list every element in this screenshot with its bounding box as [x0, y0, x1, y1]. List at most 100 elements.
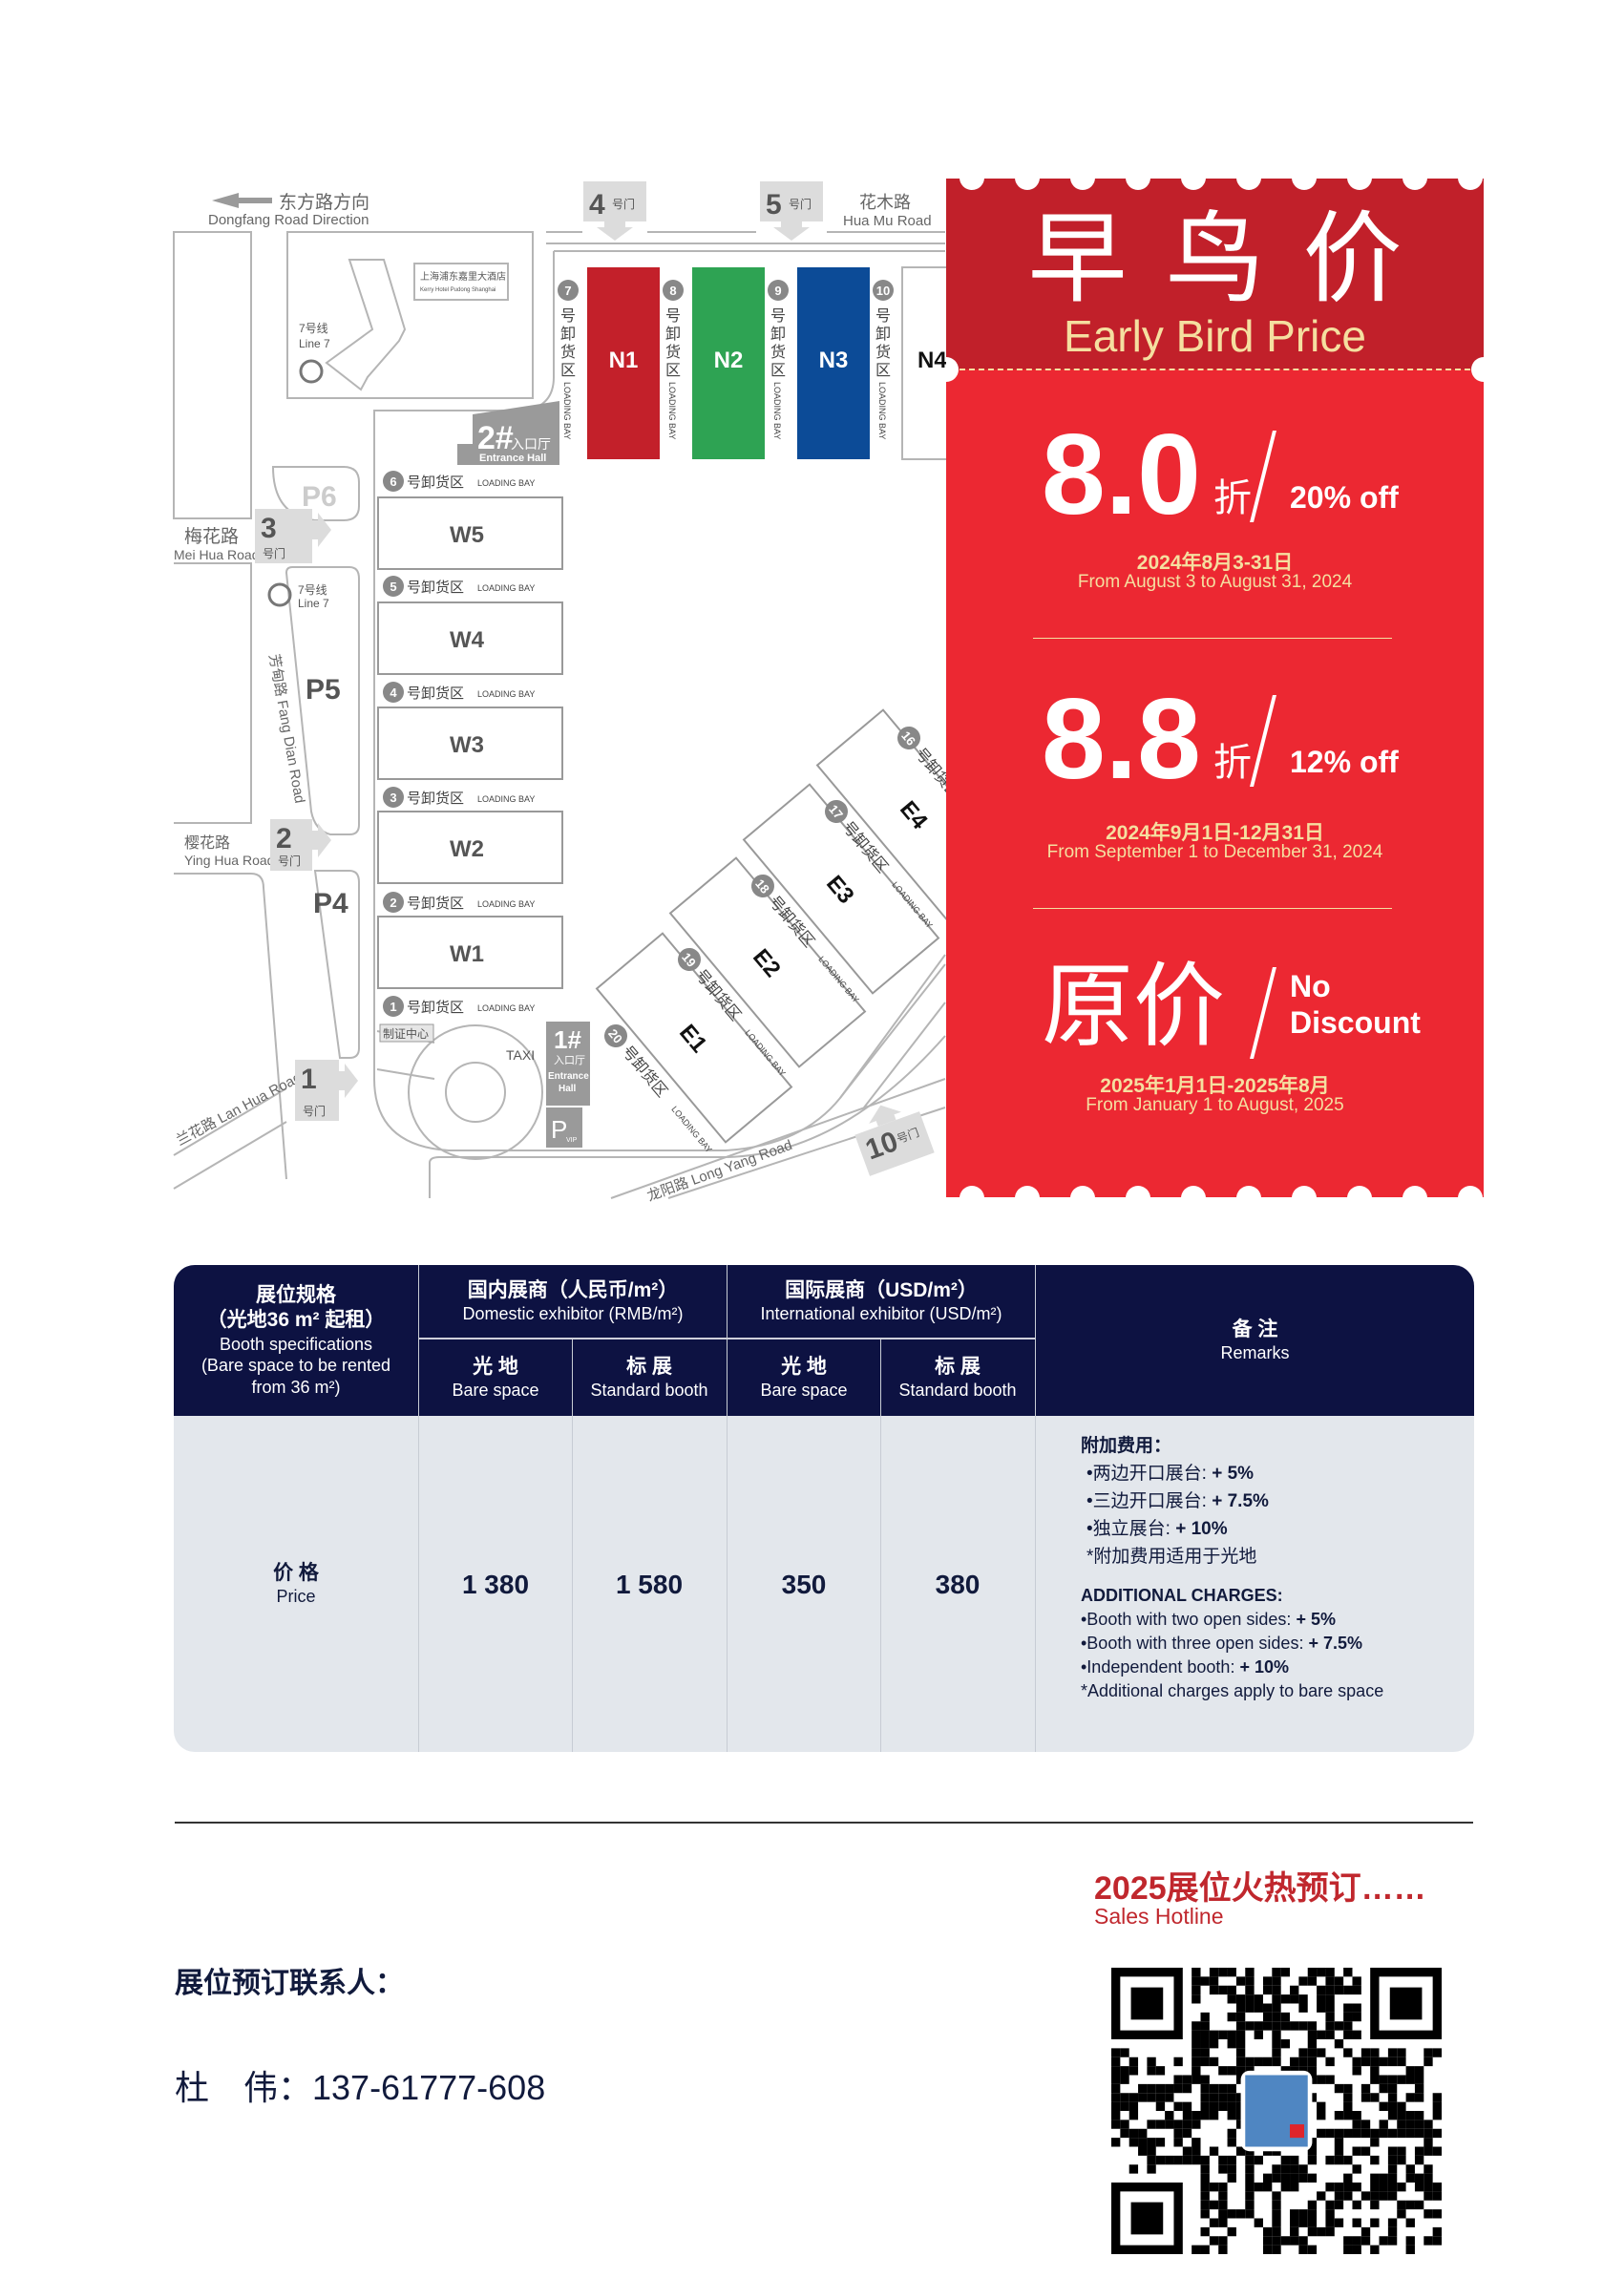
- slash-divider: [1250, 967, 1276, 1059]
- scallop-edge: [1458, 1186, 1483, 1197]
- scallop-edge: [1070, 179, 1095, 190]
- spec-en-3: from 36 m²): [251, 1377, 341, 1397]
- hall-w4: W4: [377, 601, 563, 675]
- separator: [1033, 638, 1392, 639]
- spec-zh-2: （光地36 m² 起租）: [206, 1309, 386, 1332]
- svg-text:LOADING BAY: LOADING BAY: [772, 382, 782, 439]
- loading-bay-1: 1 号卸货区 LOADING BAY: [383, 996, 535, 1017]
- perforation-line: [960, 369, 1470, 370]
- loading-bay-7: 7 号卸货区 LOADING BAY: [558, 280, 579, 439]
- arrow-icon: [312, 823, 331, 857]
- column-divider: [880, 1339, 881, 1752]
- svg-text:LOADING BAY: LOADING BAY: [477, 1003, 535, 1013]
- gate-number: 5: [766, 189, 782, 221]
- svg-text:号: 号: [665, 307, 681, 325]
- promo-title-zh: 早鸟价: [1027, 204, 1441, 315]
- svg-text:6: 6: [390, 475, 396, 489]
- subheader-en: Standard booth: [898, 1380, 1017, 1400]
- svg-text:入口厅: 入口厅: [511, 436, 551, 452]
- svg-text:号卸货区: 号卸货区: [407, 475, 464, 491]
- svg-text:10: 10: [876, 284, 890, 298]
- gate-3: 3 号门: [255, 509, 331, 563]
- zhe-label: 折: [1213, 742, 1252, 784]
- qr-code[interactable]: [1111, 1968, 1442, 2254]
- arrow-icon: [869, 1105, 901, 1127]
- ticket-notch: [946, 357, 959, 382]
- svg-text:LOADING BAY: LOADING BAY: [477, 583, 535, 593]
- metro-label-zh: 7号线: [298, 583, 327, 597]
- contact-phone[interactable]: 杜 伟：137-61777-608: [175, 2068, 546, 2107]
- svg-text:7: 7: [564, 284, 571, 298]
- road-label-huamu-zh: 花木路: [859, 193, 911, 212]
- svg-text:号: 号: [875, 307, 891, 325]
- discount-value: 8.0: [1042, 411, 1201, 538]
- road-label-lanhua: 兰花路 Lan Hua Road: [174, 1069, 305, 1150]
- scallop-edge: [960, 1186, 984, 1197]
- remark-value: + 7.5%: [1308, 1634, 1362, 1653]
- svg-text:W1: W1: [450, 941, 484, 967]
- parking-p5: P5: [306, 674, 341, 706]
- booking-headline: 2025展位火热预订……: [1094, 1870, 1426, 1907]
- parking-p6: P6: [302, 481, 337, 513]
- entrance-hall-2: 2# 入口厅 Entrance Hall: [457, 401, 559, 465]
- discount-percent: 20% off: [1290, 480, 1399, 515]
- subheader-en: Bare space: [452, 1380, 539, 1400]
- spec-zh: 展位规格: [256, 1284, 336, 1306]
- svg-text:区: 区: [665, 363, 681, 379]
- svg-text:号卸货区: 号卸货区: [407, 896, 464, 912]
- svg-text:W2: W2: [450, 836, 484, 862]
- gate-number: 1: [301, 1064, 317, 1095]
- table-header: [174, 1265, 1474, 1416]
- svg-text:区: 区: [560, 363, 576, 379]
- scallop-edge: [1181, 1186, 1206, 1197]
- svg-text:Entrance Hall: Entrance Hall: [479, 453, 546, 464]
- gate-number: 4: [589, 189, 605, 221]
- road-label-fangdian: 芳甸路 Fang Dian Road: [265, 653, 307, 805]
- svg-text:号: 号: [770, 307, 786, 325]
- discount-value: 原价: [1042, 956, 1225, 1058]
- scallop-edge: [1070, 1186, 1095, 1197]
- loading-bay-5: 5 号卸货区 LOADING BAY: [383, 576, 535, 597]
- svg-text:W3: W3: [450, 732, 484, 758]
- gate-suffix: 号门: [278, 854, 301, 868]
- gate-suffix: 号门: [612, 197, 635, 211]
- loading-bay-2: 2 号卸货区 LOADING BAY: [383, 892, 535, 913]
- road-label-meihua-zh: 梅花路: [184, 526, 239, 547]
- svg-text:LOADING BAY: LOADING BAY: [477, 689, 535, 699]
- separator: [1033, 908, 1392, 909]
- svg-text:LOADING BAY: LOADING BAY: [877, 382, 887, 439]
- date-en: From September 1 to December 31, 2024: [1046, 842, 1383, 862]
- hotel-label-en: Kerry Hotel Pudong Shanghai: [420, 287, 496, 293]
- remark-value: + 5%: [1212, 1464, 1255, 1484]
- subheader-en: Standard booth: [590, 1380, 708, 1400]
- hall-w3: W3: [377, 707, 563, 780]
- svg-text:货: 货: [875, 344, 891, 361]
- metro-label-en: Line 7: [298, 597, 329, 610]
- scallop-edge: [960, 179, 984, 190]
- remark-value: + 10%: [1239, 1657, 1289, 1677]
- hotel-label-zh: 上海浦东嘉里大酒店: [420, 270, 506, 283]
- remark-label: •Booth with two open sides:: [1081, 1610, 1297, 1629]
- gate-suffix: 号门: [263, 546, 285, 560]
- gate-1: 1 号门: [295, 1060, 358, 1121]
- arrow-icon: [339, 1064, 358, 1098]
- price-en: Price: [276, 1586, 316, 1606]
- hall-n4: N4: [917, 348, 947, 373]
- cert-center: [379, 1023, 434, 1043]
- svg-text:3: 3: [390, 791, 396, 805]
- column-divider: [418, 1265, 419, 1752]
- svg-text:号卸货区: 号卸货区: [407, 791, 464, 807]
- header-remarks: 备 注 Remarks: [1036, 1265, 1474, 1416]
- entrance-hall-1: 1# 入口厅 Entrance Hall: [546, 1022, 590, 1106]
- hall-e1: E1: [595, 932, 793, 1144]
- svg-text:W5: W5: [450, 522, 484, 548]
- price-cell: 1 580: [615, 1569, 684, 1599]
- subheader-0: 光 地 Bare space: [419, 1339, 572, 1416]
- remark-label: •Independent booth:: [1081, 1657, 1240, 1677]
- domestic-zh: 国内展商（人民币/m²）: [467, 1278, 679, 1301]
- svg-text:N1: N1: [609, 348, 639, 373]
- scallop-edge: [1015, 179, 1040, 190]
- road-label-yinghua-en: Ying Hua Road: [184, 853, 274, 868]
- svg-text:货: 货: [665, 344, 681, 361]
- gate-2: 2号门: [270, 819, 331, 871]
